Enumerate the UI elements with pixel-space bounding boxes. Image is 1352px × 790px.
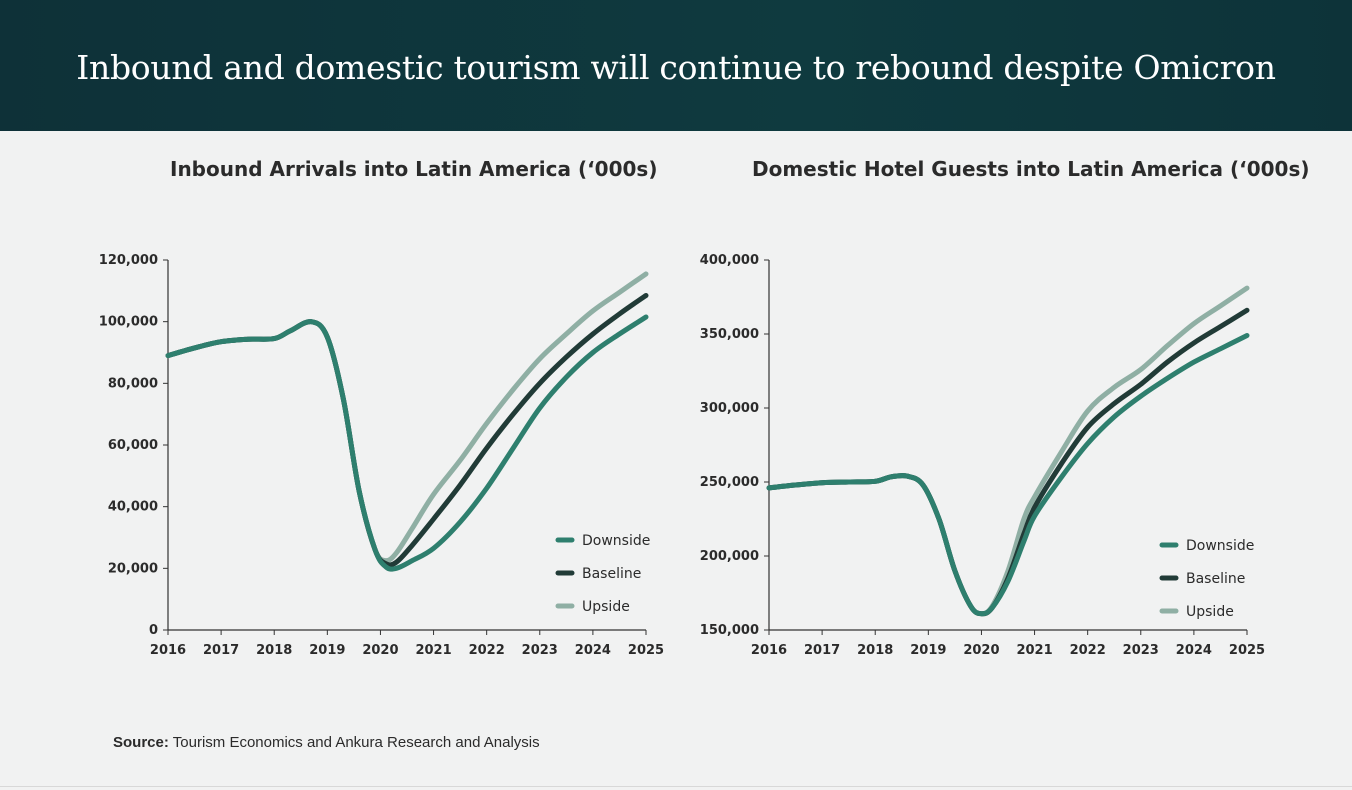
x-tick-label: 2020 [963, 643, 999, 658]
inbound-arrivals-chart: 0 20,000 40,000 60,000 80,000 100,000 120,000 2… [99, 253, 664, 658]
x-tick-label: 2019 [910, 643, 946, 658]
y-tick-label: 60,000 [108, 438, 158, 453]
bottom-divider [0, 786, 1352, 787]
y-tick-label: 0 [149, 623, 158, 638]
legend-label-baseline: Baseline [582, 566, 641, 582]
series-line-upside [766, 285, 1250, 617]
x-tick-label: 2016 [751, 643, 787, 658]
y-tick-label: 100,000 [99, 315, 158, 330]
x-tick-label: 2020 [362, 643, 398, 658]
x-tick-label: 2017 [203, 643, 239, 658]
x-tick-label: 2022 [1070, 643, 1106, 658]
y-tick-label: 250,000 [700, 475, 759, 490]
y-tick-label: 150,000 [700, 623, 759, 638]
x-tick-label: 2017 [804, 643, 840, 658]
x-tick-label: 2022 [469, 643, 505, 658]
page-title: Inbound and domestic tourism will contin… [76, 48, 1276, 87]
x-tick-label: 2019 [309, 643, 345, 658]
series-line-upside [165, 271, 649, 564]
source-label: Source: [113, 734, 169, 751]
x-tick-label: 2021 [415, 643, 451, 658]
series-line-downside [165, 314, 649, 572]
x-tick-label: 2018 [256, 643, 292, 658]
x-tick-label: 2025 [628, 643, 664, 658]
y-tick-label: 400,000 [700, 253, 759, 268]
chart-title-domestic: Domestic Hotel Guests into Latin America… [752, 157, 1310, 181]
series-line-downside [766, 333, 1250, 617]
legend-label-downside: Downside [582, 533, 650, 549]
source-text: Tourism Economics and Ankura Research an… [172, 734, 540, 751]
y-tick-label: 80,000 [108, 376, 158, 391]
x-tick-label: 2023 [522, 643, 558, 658]
legend-label-upside: Upside [582, 599, 630, 615]
domestic-hotel-guests-chart: 150,000 200,000 250,000 300,000 350,000 400,0… [700, 253, 1265, 658]
x-tick-label: 2016 [150, 643, 186, 658]
legend-label-baseline: Baseline [1186, 571, 1245, 587]
chart-title-inbound: Inbound Arrivals into Latin America (‘00… [170, 157, 658, 181]
x-tick-label: 2023 [1123, 643, 1159, 658]
x-tick-label: 2018 [857, 643, 893, 658]
legend-label-downside: Downside [1186, 538, 1254, 554]
legend-label-upside: Upside [1186, 604, 1234, 620]
y-tick-label: 20,000 [108, 561, 158, 576]
series-line-baseline [165, 293, 649, 568]
y-tick-label: 300,000 [700, 401, 759, 416]
y-tick-label: 350,000 [700, 327, 759, 342]
source-note: Source: Tourism Economics and Ankura Res… [113, 734, 540, 751]
x-tick-label: 2025 [1229, 643, 1265, 658]
y-tick-label: 120,000 [99, 253, 158, 268]
x-tick-label: 2021 [1016, 643, 1052, 658]
x-tick-label: 2024 [1176, 643, 1212, 658]
header-banner: Inbound and domestic tourism will contin… [0, 0, 1352, 131]
y-tick-label: 200,000 [700, 549, 759, 564]
y-tick-label: 40,000 [108, 500, 158, 515]
x-tick-label: 2024 [575, 643, 611, 658]
